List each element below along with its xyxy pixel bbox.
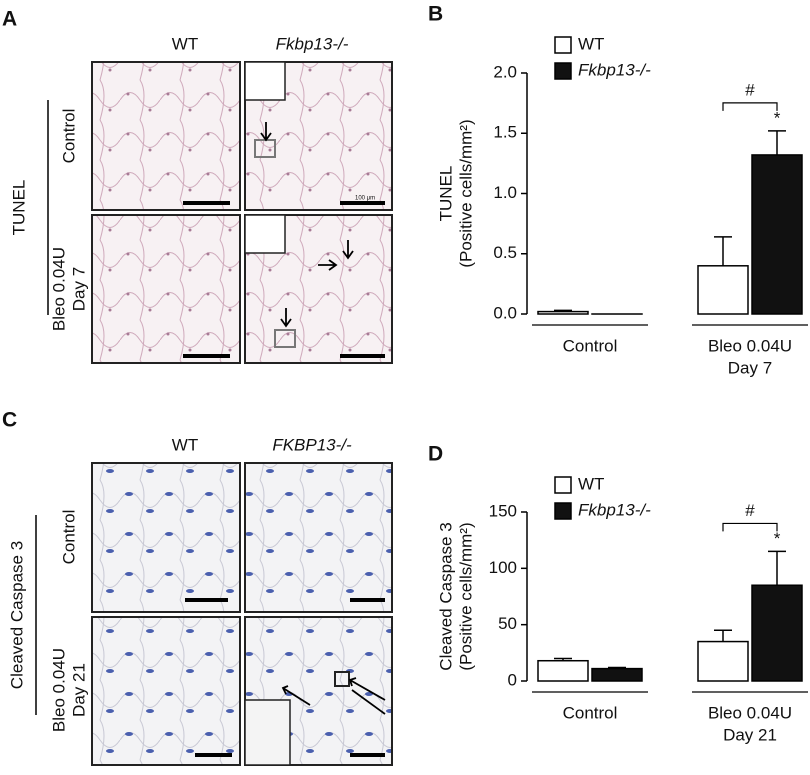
row-label: Bleo 0.04U <box>49 648 68 732</box>
x-tick-label: Bleo 0.04U <box>708 703 792 722</box>
stain-label: TUNEL <box>9 180 28 236</box>
significance-bracket <box>722 522 778 532</box>
y-axis-label: (Positive cells/mm²) <box>456 522 475 670</box>
x-tick-label: Bleo 0.04U <box>708 336 792 355</box>
bar <box>591 667 643 682</box>
y-tick-label: 50 <box>498 614 517 633</box>
annotation: * <box>774 108 781 127</box>
column-label: FKBP13-/- <box>272 435 352 454</box>
y-axis-label: Cleaved Caspase 3 <box>436 522 455 670</box>
y-tick-label: 0.5 <box>493 243 517 262</box>
column-label: Fkbp13-/- <box>276 34 349 53</box>
annotation: # <box>745 501 755 520</box>
legend-swatch <box>554 502 572 520</box>
arrows <box>260 122 386 715</box>
bar <box>697 640 749 682</box>
bar <box>697 265 749 315</box>
legend-swatch <box>554 476 572 494</box>
panel-letter: D <box>428 443 443 466</box>
row-label: Control <box>59 109 78 164</box>
legend-label: WT <box>578 34 604 53</box>
x-tick-label: Day 7 <box>728 358 772 377</box>
bar <box>537 659 589 682</box>
y-axis-label: TUNEL <box>436 166 455 222</box>
y-tick-label: 0 <box>508 670 517 689</box>
legend-label: WT <box>578 474 604 493</box>
legend-label: Fkbp13-/- <box>578 500 651 519</box>
legend-label: Fkbp13-/- <box>578 60 651 79</box>
row-label: Day 7 <box>69 267 88 311</box>
column-label: WT <box>172 435 198 454</box>
scale-bars <box>183 201 385 757</box>
legend-swatch <box>554 62 572 80</box>
panel-letter: B <box>428 3 443 26</box>
y-axis-label: (Positive cells/mm²) <box>456 119 475 267</box>
panel-letter: A <box>2 8 17 31</box>
y-tick-label: 0.0 <box>493 303 517 322</box>
annotation: * <box>774 529 781 548</box>
row-label: Control <box>59 510 78 565</box>
column-label: WT <box>172 34 198 53</box>
y-tick-label: 1.0 <box>493 183 517 202</box>
y-tick-label: 2.0 <box>493 62 517 81</box>
annotation: # <box>745 80 755 99</box>
y-tick-label: 1.5 <box>493 123 517 142</box>
x-tick-label: Control <box>563 336 618 355</box>
micrographs <box>91 61 393 766</box>
legend-swatch <box>554 36 572 54</box>
row-label: Day 21 <box>69 663 88 717</box>
row-label: Bleo 0.04U <box>49 247 68 331</box>
y-tick-label: 100 <box>489 558 517 577</box>
bar <box>751 584 803 682</box>
bar <box>537 310 589 315</box>
x-tick-label: Day 21 <box>723 725 777 744</box>
x-tick-label: Control <box>563 703 618 722</box>
stain-label: Cleaved Caspase 3 <box>7 541 26 689</box>
scale-label: 100 μm <box>355 196 375 202</box>
panel-letter: C <box>2 409 17 432</box>
bar <box>751 154 803 315</box>
significance-bracket <box>722 102 778 111</box>
y-tick-label: 150 <box>489 501 517 520</box>
